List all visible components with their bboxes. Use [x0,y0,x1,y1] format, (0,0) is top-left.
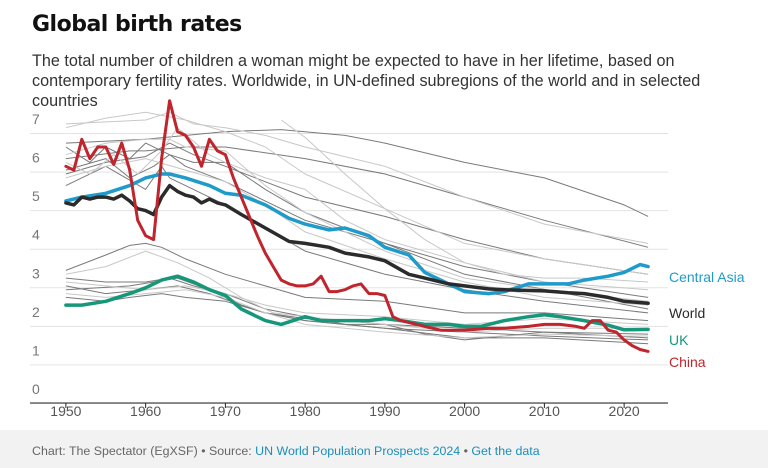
china-label: China [669,354,706,370]
world-line [64,183,650,305]
separator: • [197,444,209,458]
x-tick-label: 1950 [50,403,81,419]
uk-line [64,274,650,332]
chart-title: Global birth rates [32,12,242,37]
y-tick-label: 5 [32,188,40,204]
x-tick-label: 2010 [529,403,560,419]
source-link[interactable]: UN World Population Prospects 2024 [255,444,461,458]
x-tick-label: 2020 [609,403,640,419]
chart-subtitle: The total number of children a woman mig… [32,52,701,110]
y-tick-label: 3 [32,265,40,281]
source-prefix: Source: [208,444,256,458]
y-tick-label: 1 [32,342,40,358]
subregion-line [65,289,649,339]
subregion-line [65,277,649,341]
y-tick-label: 0 [32,381,40,397]
x-axis-ticks: 1950 1960 1970 1980 1990 2000 2010 2020 [50,403,640,419]
line-chart: 0 1 2 3 4 5 6 7 1950 1960 1970 1980 1990 2000 2010 202… [30,99,745,419]
subregion-line [65,111,649,244]
central-asia-label: Central Asia [669,269,745,285]
subregion-line [65,127,649,291]
footer-credits: Chart: The Spectator (EgXSF) • Source: U… [32,444,540,458]
subregion-line [65,129,649,217]
subregion-line [280,119,649,283]
subregion-line [65,138,649,302]
uk-label: UK [669,332,689,348]
y-axis-ticks: 0 1 2 3 4 5 6 7 [32,111,40,397]
x-tick-label: 1970 [210,403,241,419]
get-data-link[interactable]: Get the data [471,444,540,458]
chart-credit: Chart: The Spectator (EgXSF) [32,444,198,458]
background-series [65,111,649,345]
subregion-line [65,111,649,275]
subregion-line [65,154,649,298]
gridlines [30,133,668,404]
central-asia-line [64,172,650,296]
subregion-line [65,250,649,333]
subregion-line [65,293,649,341]
china-line [64,99,650,353]
series-labels: Central Asia World UK China [669,269,745,370]
y-tick-label: 7 [32,111,40,127]
subregion-line [65,242,649,322]
x-tick-label: 1990 [369,403,400,419]
x-tick-label: 2000 [449,403,480,419]
footer: Chart: The Spectator (EgXSF) • Source: U… [0,430,768,468]
separator: • [460,444,472,458]
world-label: World [669,305,705,321]
y-tick-label: 4 [32,227,40,243]
y-tick-label: 2 [32,304,40,320]
x-tick-label: 1980 [290,403,321,419]
subregion-line [65,142,649,275]
y-tick-label: 6 [32,150,40,166]
highlighted-series [64,99,650,353]
x-tick-label: 1960 [130,403,161,419]
subregion-line [65,277,649,339]
